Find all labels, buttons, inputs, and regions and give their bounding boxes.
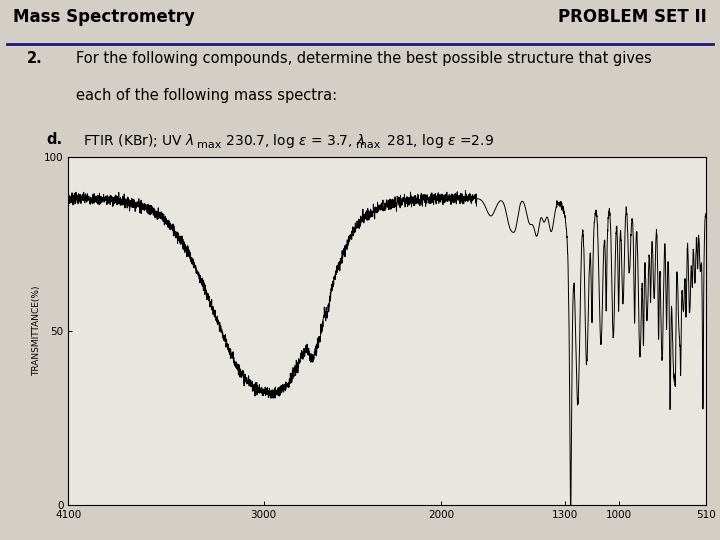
Text: each of the following mass spectra:: each of the following mass spectra: [76, 88, 337, 103]
Text: Mass Spectrometry: Mass Spectrometry [13, 8, 195, 26]
Text: FTIR (KBr); UV $\lambda$: FTIR (KBr); UV $\lambda$ [83, 132, 194, 149]
Text: d.: d. [47, 132, 63, 147]
Y-axis label: TRANSMITTANCE(%): TRANSMITTANCE(%) [32, 286, 41, 376]
Text: max: max [197, 140, 221, 150]
Text: PROBLEM SET II: PROBLEM SET II [558, 8, 707, 26]
Text: 2.: 2. [27, 51, 43, 66]
Text: 281, log $\varepsilon$ =2.9: 281, log $\varepsilon$ =2.9 [382, 132, 493, 150]
Text: For the following compounds, determine the best possible structure that gives: For the following compounds, determine t… [76, 51, 652, 66]
Text: 230.7, log $\varepsilon$ = 3.7, $\lambda$: 230.7, log $\varepsilon$ = 3.7, $\lambda… [221, 132, 365, 150]
Text: max: max [356, 140, 381, 150]
